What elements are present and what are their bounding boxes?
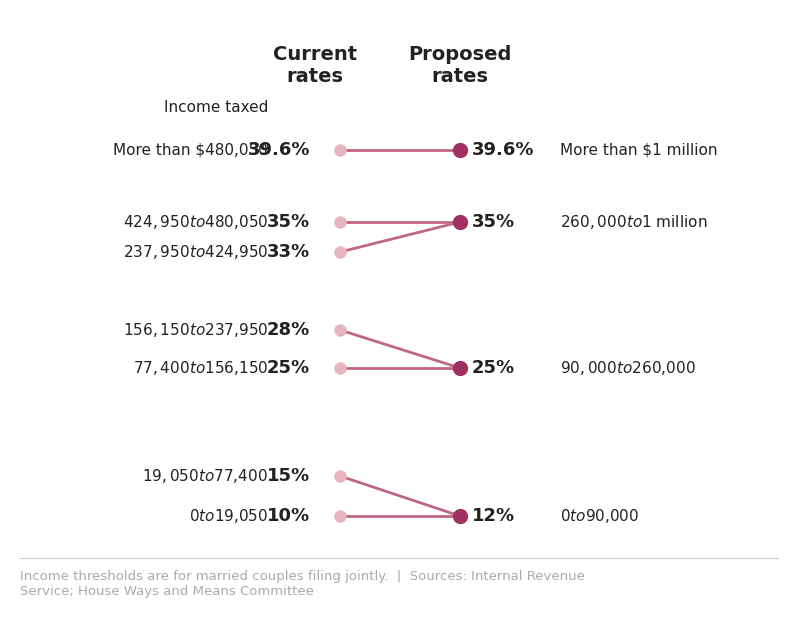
Text: $156,150 to $237,950: $156,150 to $237,950 xyxy=(123,321,268,339)
Text: $237,950 to $424,950: $237,950 to $424,950 xyxy=(123,243,268,261)
Text: More than $480,050: More than $480,050 xyxy=(113,142,268,157)
Text: 12%: 12% xyxy=(472,507,516,525)
Text: $19,050 to $77,400: $19,050 to $77,400 xyxy=(142,467,268,485)
Text: $260,000 to $1 million: $260,000 to $1 million xyxy=(560,213,707,231)
Text: $90,000 to $260,000: $90,000 to $260,000 xyxy=(560,359,696,377)
Text: 25%: 25% xyxy=(472,359,516,377)
Text: 35%: 35% xyxy=(472,213,516,231)
Text: 15%: 15% xyxy=(267,467,310,485)
Text: Current
rates: Current rates xyxy=(273,45,357,86)
Text: $424,950 to $480,050: $424,950 to $480,050 xyxy=(123,213,268,231)
Text: Income taxed: Income taxed xyxy=(164,100,268,116)
Text: 39.6%: 39.6% xyxy=(247,141,310,159)
Text: 33%: 33% xyxy=(267,243,310,261)
Text: 10%: 10% xyxy=(267,507,310,525)
Text: Proposed
rates: Proposed rates xyxy=(409,45,512,86)
Text: $0 to $90,000: $0 to $90,000 xyxy=(560,507,639,525)
Text: 39.6%: 39.6% xyxy=(472,141,535,159)
Text: 28%: 28% xyxy=(267,321,310,339)
Text: Income thresholds are for married couples filing jointly.  |  Sources: Internal : Income thresholds are for married couple… xyxy=(20,570,585,598)
Text: 35%: 35% xyxy=(267,213,310,231)
Text: 25%: 25% xyxy=(267,359,310,377)
Text: $0 to $19,050: $0 to $19,050 xyxy=(188,507,268,525)
Text: More than $1 million: More than $1 million xyxy=(560,142,717,157)
Text: $77,400 to $156,150: $77,400 to $156,150 xyxy=(132,359,268,377)
